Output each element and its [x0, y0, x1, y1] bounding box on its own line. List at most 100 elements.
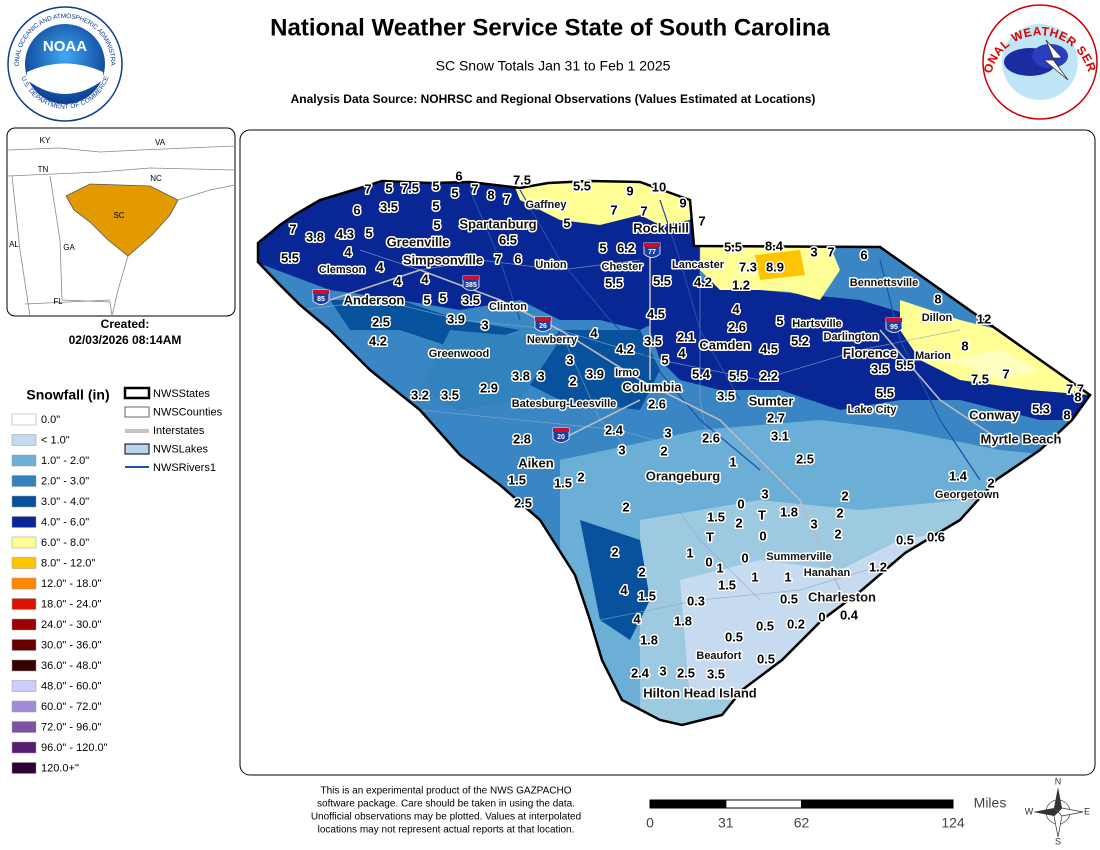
snow-value: 8 — [961, 338, 968, 353]
legend-label: 0.0" — [41, 414, 60, 426]
city-label: Union — [535, 259, 566, 271]
inset-label: AL — [9, 240, 19, 249]
snow-value: 4.2 — [694, 274, 712, 289]
snow-value: 1.8 — [674, 613, 692, 628]
snow-value: 2.5 — [372, 314, 390, 329]
snow-value: 3 — [810, 516, 817, 531]
city-label: Camden — [699, 337, 750, 352]
legend-swatch — [11, 475, 37, 487]
city-label: Anderson — [344, 292, 405, 307]
inset-label: FL — [53, 297, 63, 306]
snow-value: 7 — [640, 203, 647, 218]
legend-swatch — [11, 536, 37, 549]
city-label: Aiken — [518, 455, 553, 470]
snow-value: 1 — [751, 569, 758, 584]
city-label: Batesburg-Leesville — [512, 398, 617, 410]
interstate-number: 77 — [648, 249, 656, 256]
snow-value: 4.5 — [647, 306, 665, 321]
snow-value: 1.2 — [869, 559, 887, 574]
snow-value: 3.5 — [644, 333, 662, 348]
snow-value: 1.5 — [718, 577, 736, 592]
snow-value: 5.5 — [573, 178, 591, 193]
snow-value: 5 — [385, 180, 392, 195]
scale-bar: Miles 0 31 62 124 — [646, 795, 1006, 831]
snow-value: 0.6 — [927, 529, 945, 544]
disclaimer-line: Unofficial observations may be plotted. … — [311, 812, 581, 823]
snow-value: 5 — [661, 352, 668, 367]
snow-value: 0.4 — [840, 607, 859, 622]
city-label: Clemson — [319, 264, 366, 276]
snow-value: 3.5 — [380, 199, 398, 214]
layer-label: Interstates — [153, 425, 205, 437]
snow-value: 2.1 — [677, 329, 695, 344]
snow-value: 1.8 — [780, 504, 798, 519]
interstate-shield-top — [886, 318, 902, 322]
snow-value: 5 — [432, 178, 439, 193]
snow-value: 3.8 — [512, 368, 530, 383]
legend-swatch — [11, 454, 37, 467]
snow-value: 3 — [810, 244, 817, 259]
snow-value: 0.5 — [896, 532, 914, 547]
snow-value: 5 — [432, 198, 439, 213]
scale-label: 124 — [941, 815, 965, 831]
city-label: Columbia — [622, 379, 682, 394]
city-label: Bennettsville — [850, 277, 918, 289]
snow-value: 5 — [365, 225, 372, 240]
city-label: Hartsville — [792, 318, 842, 330]
snow-value: 2.9 — [480, 380, 498, 395]
snow-value: 2 — [569, 373, 576, 388]
city-label: Hilton Head Island — [643, 685, 756, 700]
legend-swatch — [11, 618, 37, 631]
snow-value: 8 — [1063, 407, 1070, 422]
legend-swatch — [11, 721, 37, 733]
snow-value: 7.3 — [739, 259, 757, 274]
disclaimer-line: locations may not represent actual repor… — [318, 825, 575, 836]
interstate-shield-top — [463, 276, 479, 280]
legend-swatch — [11, 413, 37, 426]
snow-value: 0 — [759, 528, 766, 543]
snow-value: 2.6 — [648, 396, 666, 411]
legend-swatch — [11, 557, 37, 569]
inset-label: GA — [63, 243, 75, 252]
snow-value: 6.2 — [617, 240, 635, 255]
city-label: Beaufort — [696, 650, 742, 662]
layer-legend — [123, 386, 151, 468]
snow-value: 4 — [394, 273, 402, 288]
legend-label: 72.0" - 96.0" — [41, 721, 101, 733]
snow-value: 2.2 — [760, 368, 778, 383]
city-label: Myrtle Beach — [981, 431, 1062, 446]
snow-value: 7 — [289, 221, 296, 236]
snow-value: 5.4 — [692, 366, 711, 381]
snow-value: 1 — [784, 569, 791, 584]
compass-letter: N — [1055, 776, 1062, 786]
noaa-name: NOAA — [43, 38, 87, 55]
legend-label: 36.0" - 48.0" — [41, 660, 101, 672]
snow-value: 1.2 — [732, 277, 750, 292]
legend-title: Snowfall (in) — [26, 387, 109, 403]
layer-label: NWSCounties — [153, 406, 223, 418]
scale-label: 62 — [794, 815, 810, 831]
inset-label: VA — [155, 138, 166, 147]
snow-value: 3.5 — [462, 292, 480, 307]
snow-value: 6.5 — [499, 232, 517, 247]
snow-value: 4.3 — [336, 226, 354, 241]
snow-value: 2.5 — [514, 495, 532, 510]
snow-value: 4 — [376, 259, 384, 274]
snow-value: T — [706, 529, 714, 544]
legend-label: 4.0" - 6.0" — [41, 516, 89, 528]
layer-labels: NWSStates NWSCounties Interstates NWSLakes N… — [153, 388, 223, 474]
snow-value: 7 — [503, 191, 510, 206]
disclaimer-line: This is an experimental product of the N… — [320, 786, 571, 797]
snow-value: 8.4 — [765, 238, 784, 253]
snow-value: 4.2 — [369, 333, 387, 348]
snow-value: 1.5 — [554, 475, 572, 490]
snow-value: 3.5 — [441, 387, 459, 402]
legend-swatch — [11, 639, 37, 651]
legend-label: 6.0" - 8.0" — [41, 537, 89, 549]
snow-value: 3 — [659, 663, 666, 678]
city-label: Clinton — [489, 301, 527, 313]
snow-value: 5.5 — [876, 385, 894, 400]
snow-value: 3 — [566, 352, 573, 367]
snow-value: 2.4 — [631, 665, 650, 680]
